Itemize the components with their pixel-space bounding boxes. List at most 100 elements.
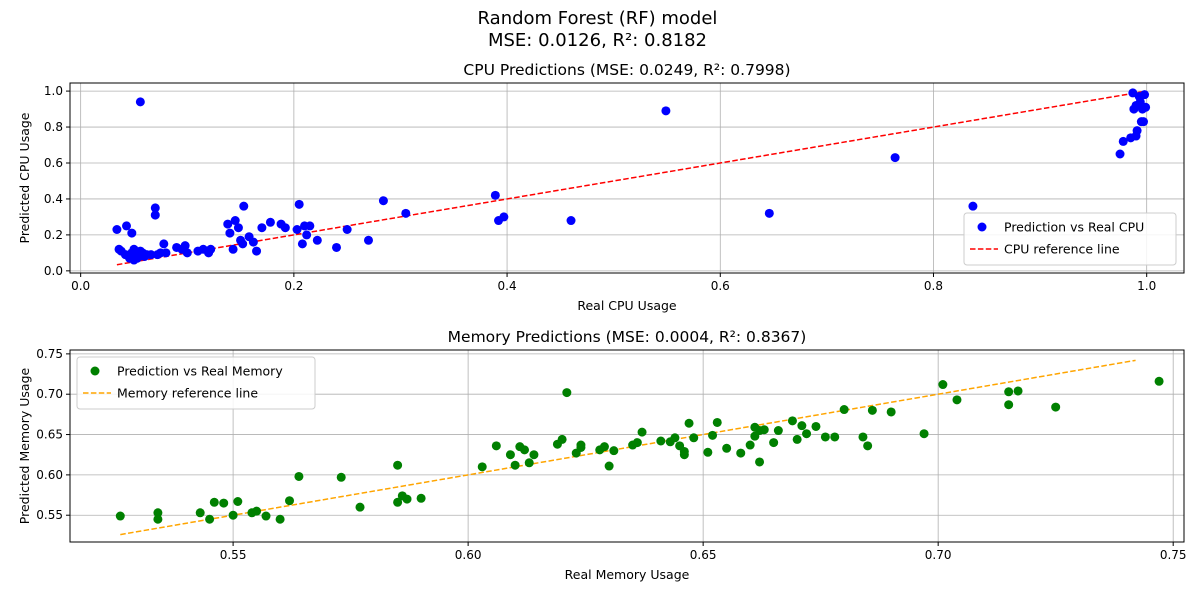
cpu-data-point xyxy=(146,250,156,260)
memory-data-point xyxy=(520,445,530,455)
cpu-legend-box xyxy=(963,212,1177,266)
memory-data-point xyxy=(1004,387,1014,397)
cpu-y-axis-label: Predicted CPU Usage xyxy=(17,112,32,243)
cpu-data-point xyxy=(305,221,315,231)
cpu-xtick-label: 0.0 xyxy=(71,279,90,293)
cpu-data-point xyxy=(225,228,235,238)
memory-data-point xyxy=(275,514,285,524)
memory-data-point xyxy=(233,497,243,507)
cpu-xtick-label: 0.4 xyxy=(498,279,517,293)
memory-data-point xyxy=(115,511,125,521)
cpu-plot-frame xyxy=(69,82,1185,274)
memory-data-point xyxy=(684,418,694,428)
cpu-data-point xyxy=(890,153,900,163)
cpu-data-point xyxy=(294,199,304,209)
cpu-legend: Prediction vs Real CPU CPU reference line xyxy=(963,212,1177,266)
memory-data-point xyxy=(252,506,262,516)
memory-legend-label-reference: Memory reference line xyxy=(117,386,258,401)
memory-data-point xyxy=(153,508,163,518)
memory-data-point xyxy=(712,417,722,427)
memory-data-point xyxy=(604,461,614,471)
memory-data-point xyxy=(153,514,163,524)
memory-data-point xyxy=(491,441,501,451)
cpu-data-point xyxy=(121,221,131,231)
cpu-ytick-label: 0.2 xyxy=(44,228,63,242)
memory-data-point xyxy=(637,427,647,437)
memory-legend-label-points: Prediction vs Real Memory xyxy=(117,364,283,379)
cpu-ytick-label: 1.0 xyxy=(44,84,63,98)
memory-data-point xyxy=(679,446,689,456)
cpu-data-point xyxy=(257,223,267,233)
memory-data-point xyxy=(195,508,205,518)
memory-data-point xyxy=(703,447,713,457)
cpu-data-point xyxy=(332,242,342,252)
memory-data-point xyxy=(261,511,271,521)
memory-ytick-label: 0.55 xyxy=(36,508,63,522)
memory-data-point xyxy=(670,433,680,443)
cpu-ytick-label: 0.6 xyxy=(44,156,63,170)
cpu-data-point xyxy=(150,203,160,213)
cpu-data-point xyxy=(206,244,216,254)
memory-data-point xyxy=(811,421,821,431)
cpu-legend-label-reference: CPU reference line xyxy=(1004,242,1120,257)
memory-y-axis-label: Predicted Memory Usage xyxy=(17,367,32,524)
cpu-data-point xyxy=(112,224,122,234)
memory-data-point xyxy=(722,443,732,453)
memory-data-point xyxy=(755,457,765,467)
memory-data-point xyxy=(802,429,812,439)
memory-data-point xyxy=(1013,386,1023,396)
memory-xtick-label: 0.75 xyxy=(1160,548,1187,562)
memory-data-point xyxy=(562,388,572,398)
memory-legend-box xyxy=(76,356,316,410)
memory-data-point xyxy=(393,497,403,507)
memory-ytick-label: 0.60 xyxy=(36,468,63,482)
memory-data-point xyxy=(524,458,534,468)
memory-data-point xyxy=(477,462,487,472)
cpu-data-point xyxy=(1132,126,1142,136)
memory-data-point xyxy=(689,433,699,443)
cpu-data-point xyxy=(342,224,352,234)
cpu-data-point xyxy=(252,246,262,256)
memory-chart-title: Memory Predictions (MSE: 0.0004, R²: 0.8… xyxy=(448,328,807,346)
memory-legend: Prediction vs Real Memory Memory referenc… xyxy=(76,356,316,410)
cpu-data-point xyxy=(238,239,248,249)
memory-data-point xyxy=(1051,402,1061,412)
cpu-data-point xyxy=(223,219,233,229)
memory-data-point xyxy=(416,493,426,503)
cpu-data-point xyxy=(297,239,307,249)
cpu-data-point xyxy=(230,216,240,226)
memory-data-point xyxy=(769,438,779,448)
cpu-reference-line xyxy=(116,90,1146,266)
cpu-legend-marker xyxy=(977,222,987,232)
memory-legend-marker xyxy=(90,366,100,376)
cpu-ytick-label: 0.4 xyxy=(44,192,63,206)
memory-xtick-label: 0.70 xyxy=(925,548,952,562)
memory-data-point xyxy=(1004,400,1014,410)
memory-data-point xyxy=(632,438,642,448)
cpu-xtick-label: 0.6 xyxy=(711,279,730,293)
memory-data-point xyxy=(1154,376,1164,386)
cpu-data-point xyxy=(159,239,169,249)
cpu-data-point xyxy=(182,248,192,258)
cpu-data-point xyxy=(161,248,171,258)
memory-data-point xyxy=(510,460,520,470)
memory-data-point xyxy=(886,407,896,417)
memory-data-point xyxy=(839,405,849,415)
memory-data-point xyxy=(285,496,295,506)
memory-data-point xyxy=(402,494,412,504)
memory-data-point xyxy=(863,441,873,451)
memory-data-point xyxy=(336,472,346,482)
memory-data-point xyxy=(529,450,539,460)
cpu-data-point xyxy=(135,97,145,107)
memory-data-point xyxy=(355,502,365,512)
cpu-data-point xyxy=(490,190,500,200)
memory-plot-frame xyxy=(69,349,1185,543)
memory-data-point xyxy=(205,514,215,524)
memory-data-point xyxy=(736,448,746,458)
cpu-data-point xyxy=(127,228,137,238)
cpu-data-point xyxy=(228,244,238,254)
cpu-data-point xyxy=(150,210,160,220)
memory-xtick-label: 0.65 xyxy=(690,548,717,562)
cpu-data-point xyxy=(1118,136,1128,146)
